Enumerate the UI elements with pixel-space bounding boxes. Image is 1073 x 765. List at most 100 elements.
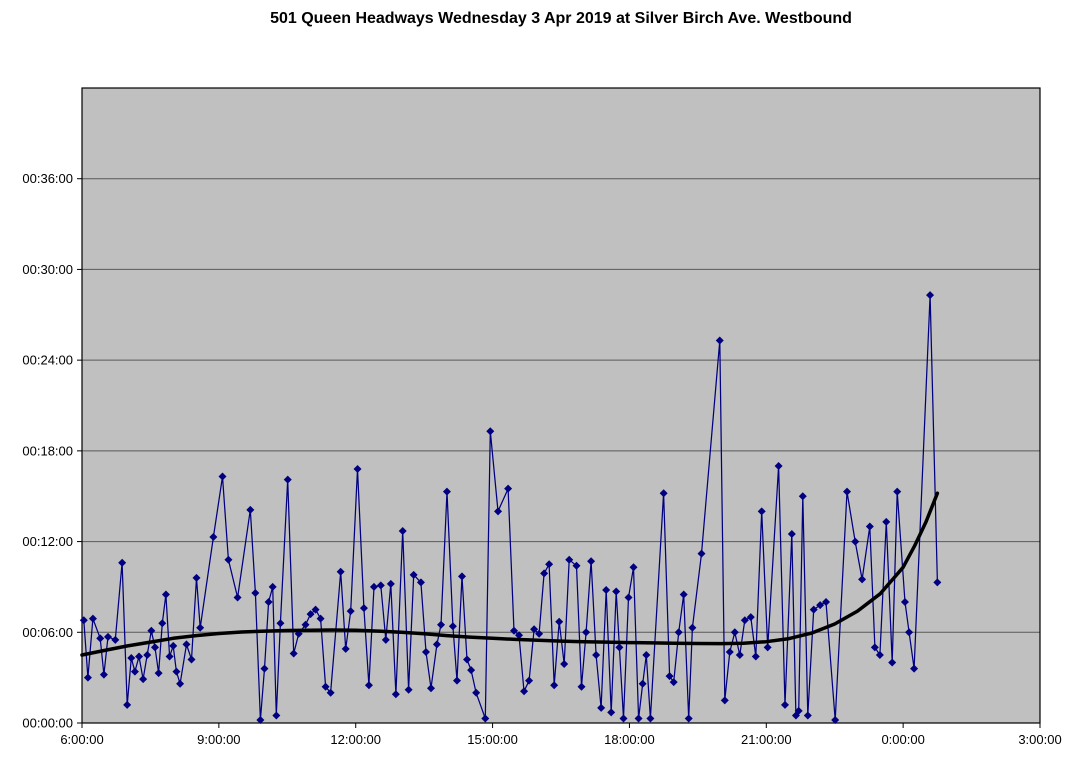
data-point-marker <box>196 623 205 632</box>
data-point-marker <box>697 549 706 558</box>
data-point-marker <box>123 700 132 709</box>
data-point-marker <box>787 530 796 539</box>
data-point-marker <box>118 558 127 567</box>
data-point-marker <box>725 647 734 656</box>
data-point-marker <box>851 537 860 546</box>
data-point-marker <box>735 650 744 659</box>
data-point-marker <box>467 666 476 675</box>
data-point-marker <box>276 619 285 628</box>
data-point-marker <box>381 635 390 644</box>
data-point-marker <box>289 649 298 658</box>
data-point-marker <box>260 664 269 673</box>
data-point-marker <box>83 673 92 682</box>
data-point-marker <box>624 593 633 602</box>
x-tick-label: 18:00:00 <box>604 732 655 747</box>
data-point-marker <box>582 628 591 637</box>
data-point-marker <box>233 593 242 602</box>
data-point-marker <box>432 640 441 649</box>
data-point-marker <box>809 605 818 614</box>
data-point-marker <box>629 563 638 572</box>
data-point-marker <box>688 623 697 632</box>
data-point-marker <box>746 613 755 622</box>
data-point-marker <box>336 567 345 576</box>
data-point-marker <box>740 616 749 625</box>
data-point-marker <box>416 578 425 587</box>
data-point-marker <box>592 650 601 659</box>
headway-series-line <box>83 294 939 721</box>
data-point-marker <box>494 507 503 516</box>
data-point-marker <box>858 575 867 584</box>
data-point-marker <box>172 667 181 676</box>
y-tick-label: 00:18:00 <box>22 443 73 458</box>
data-point-marker <box>669 678 678 687</box>
data-point-marker <box>665 672 674 681</box>
x-tick-label: 12:00:00 <box>330 732 381 747</box>
data-point-marker <box>96 634 105 643</box>
x-tick-label: 0:00:00 <box>881 732 924 747</box>
data-point-marker <box>780 700 789 709</box>
data-point-marker <box>99 670 108 679</box>
data-point-marker <box>843 487 852 496</box>
data-point-marker <box>127 653 136 662</box>
data-point-marker <box>169 641 178 650</box>
data-point-marker <box>882 517 891 526</box>
data-point-marker <box>321 682 330 691</box>
data-point-marker <box>555 617 564 626</box>
data-point-marker <box>560 660 569 669</box>
data-point-marker <box>720 696 729 705</box>
data-point-marker <box>486 427 495 436</box>
data-point-marker <box>463 655 472 664</box>
data-point-marker <box>369 582 378 591</box>
data-point-marker <box>150 643 159 652</box>
plot-area <box>82 88 1040 723</box>
data-point-marker <box>642 650 651 659</box>
data-point-marker <box>130 667 139 676</box>
data-point-marker <box>165 652 174 661</box>
data-point-marker <box>187 655 196 664</box>
data-point-marker <box>520 687 529 696</box>
data-point-marker <box>376 581 385 590</box>
plot-border <box>81 87 1041 724</box>
data-point-marker <box>550 681 559 690</box>
x-tick-label: 3:00:00 <box>1018 732 1061 747</box>
data-point-marker <box>176 679 185 688</box>
data-point-marker <box>224 555 233 564</box>
x-tick-label: 6:00:00 <box>60 732 103 747</box>
data-point-marker <box>135 652 144 661</box>
data-point-marker <box>535 629 544 638</box>
data-point-marker <box>888 658 897 667</box>
data-point-marker <box>192 573 201 582</box>
data-point-marker <box>612 587 621 596</box>
data-point-marker <box>346 607 355 616</box>
data-point-marker <box>139 675 148 684</box>
data-point-marker <box>301 620 310 629</box>
data-point-marker <box>763 643 772 652</box>
y-tick-label: 00:30:00 <box>22 262 73 277</box>
data-point-marker <box>875 650 884 659</box>
y-tick-label: 00:06:00 <box>22 625 73 640</box>
data-point-marker <box>458 572 467 581</box>
data-point-marker <box>246 505 255 514</box>
y-tick-label: 00:24:00 <box>22 353 73 368</box>
data-point-marker <box>933 578 942 587</box>
data-point-marker <box>757 507 766 516</box>
data-point-marker <box>926 291 935 300</box>
data-point-marker <box>409 570 418 579</box>
data-point-marker <box>602 585 611 594</box>
data-point-marker <box>256 715 265 724</box>
data-point-marker <box>448 622 457 631</box>
data-point-marker <box>751 652 760 661</box>
data-point-marker <box>306 610 315 619</box>
data-point-marker <box>326 688 335 697</box>
chart-title: 501 Queen Headways Wednesday 3 Apr 2019 … <box>270 10 852 27</box>
data-point-marker <box>515 631 524 640</box>
data-point-marker <box>831 715 840 724</box>
data-point-marker <box>803 711 812 720</box>
data-point-marker <box>272 711 281 720</box>
data-point-marker <box>341 644 350 653</box>
data-point-marker <box>674 628 683 637</box>
data-point-marker <box>540 569 549 578</box>
data-point-marker <box>816 601 825 610</box>
data-point-marker <box>364 681 373 690</box>
